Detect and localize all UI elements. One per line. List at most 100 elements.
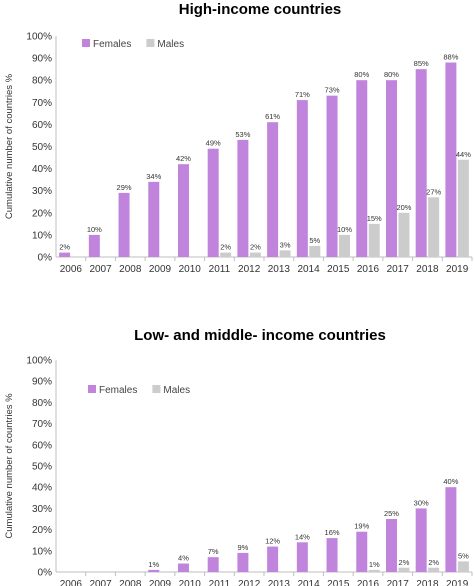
data-label: 10% xyxy=(87,225,102,234)
bar-males xyxy=(428,567,440,572)
bar-males xyxy=(428,197,440,257)
x-tick-label: 2009 xyxy=(149,579,172,586)
y-tick-label: 20% xyxy=(32,208,52,219)
data-label: 49% xyxy=(206,139,221,148)
data-label: 25% xyxy=(384,509,399,518)
bar-females xyxy=(88,234,100,257)
x-tick-label: 2011 xyxy=(209,264,231,275)
bar-males xyxy=(398,212,410,257)
data-label: 88% xyxy=(443,53,458,62)
data-label: 4% xyxy=(178,554,189,563)
bar-females xyxy=(59,252,71,257)
data-label: 14% xyxy=(295,532,310,541)
low-middle-income-chart: Low- and middle- income countries Cumulat… xyxy=(4,327,473,586)
x-tick-label: 2014 xyxy=(297,264,320,275)
bar-females xyxy=(237,139,249,257)
data-label: 30% xyxy=(414,498,429,507)
y-tick-label: 80% xyxy=(32,76,52,87)
data-label: 80% xyxy=(384,70,399,79)
data-label: 2% xyxy=(250,243,261,252)
x-tick-label: 2006 xyxy=(60,264,83,275)
data-label: 34% xyxy=(146,172,161,181)
data-label: 19% xyxy=(354,522,369,531)
data-label: 80% xyxy=(354,70,369,79)
bar-females xyxy=(177,563,189,572)
x-tick-label: 2008 xyxy=(119,579,142,586)
x-tick-label: 2013 xyxy=(268,264,291,275)
x-tick-label: 2010 xyxy=(179,579,202,586)
bar-males xyxy=(368,223,380,257)
bar-females xyxy=(445,62,457,257)
y-tick-label: 90% xyxy=(32,377,52,388)
data-label: 9% xyxy=(237,543,248,552)
y-tick-label: 60% xyxy=(32,440,52,451)
data-label: 1% xyxy=(148,560,159,569)
y-tick-label: 70% xyxy=(32,419,52,430)
bar-males xyxy=(339,234,351,257)
bar-males xyxy=(457,561,469,572)
y-tick-label: 70% xyxy=(32,98,52,109)
bar-females xyxy=(415,508,427,572)
bar-females xyxy=(237,552,249,572)
legend-swatch xyxy=(82,39,90,47)
bar-females xyxy=(385,519,397,572)
bar-females xyxy=(385,80,397,257)
x-tick-label: 2014 xyxy=(297,579,320,586)
bar-males xyxy=(309,245,321,257)
data-label: 7% xyxy=(208,547,219,556)
legend-label: Females xyxy=(99,385,137,396)
y-tick-label: 20% xyxy=(32,525,52,536)
legend-swatch xyxy=(146,39,155,47)
y-tick-label: 0% xyxy=(38,568,53,579)
data-label: 3% xyxy=(280,240,291,249)
x-tick-label: 2015 xyxy=(327,264,350,275)
bar-females xyxy=(356,531,368,572)
chart-title: High-income countries xyxy=(179,1,342,18)
x-tick-label: 2015 xyxy=(327,579,350,586)
x-tick-label: 2017 xyxy=(387,579,410,586)
y-tick-label: 50% xyxy=(32,142,52,153)
data-label: 1% xyxy=(369,560,380,569)
legend-label: Females xyxy=(93,39,131,50)
data-label: 85% xyxy=(414,59,429,68)
data-label: 20% xyxy=(396,203,411,212)
bar-females xyxy=(415,69,427,258)
chart-title: Low- and middle- income countries xyxy=(134,327,386,344)
x-tick-label: 2010 xyxy=(179,264,202,275)
x-tick-label: 2017 xyxy=(387,264,410,275)
data-label: 2% xyxy=(59,243,70,252)
high-income-chart: High-income countries Cumulative number o… xyxy=(4,1,473,275)
data-label: 5% xyxy=(309,236,320,245)
x-tick-label: 2016 xyxy=(357,264,380,275)
y-tick-label: 40% xyxy=(32,483,52,494)
x-tick-label: 2007 xyxy=(89,579,112,586)
bar-females xyxy=(148,569,160,572)
data-label: 40% xyxy=(443,477,458,486)
bar-males xyxy=(457,159,469,257)
bar-males xyxy=(220,252,232,257)
x-tick-label: 2009 xyxy=(149,264,172,275)
x-tick-label: 2007 xyxy=(89,264,112,275)
data-label: 5% xyxy=(458,551,469,560)
data-label: 73% xyxy=(325,86,340,95)
y-tick-label: 30% xyxy=(32,504,52,515)
bar-females xyxy=(296,100,308,257)
y-tick-label: 50% xyxy=(32,462,52,473)
bar-females xyxy=(326,95,338,257)
legend-label: Males xyxy=(163,385,190,396)
bar-males xyxy=(368,569,380,572)
x-tick-label: 2019 xyxy=(446,579,469,586)
bar-females xyxy=(207,148,219,257)
bar-females xyxy=(177,164,189,257)
legend-swatch xyxy=(88,385,96,393)
x-tick-label: 2008 xyxy=(119,264,142,275)
x-tick-label: 2012 xyxy=(238,579,261,586)
data-label: 16% xyxy=(325,528,340,537)
data-label: 27% xyxy=(426,187,441,196)
x-tick-label: 2013 xyxy=(268,579,291,586)
y-axis-label: Cumulative number of countries % xyxy=(4,393,15,539)
bar-females xyxy=(326,538,338,572)
bar-females xyxy=(207,557,219,572)
y-tick-label: 10% xyxy=(32,230,52,241)
